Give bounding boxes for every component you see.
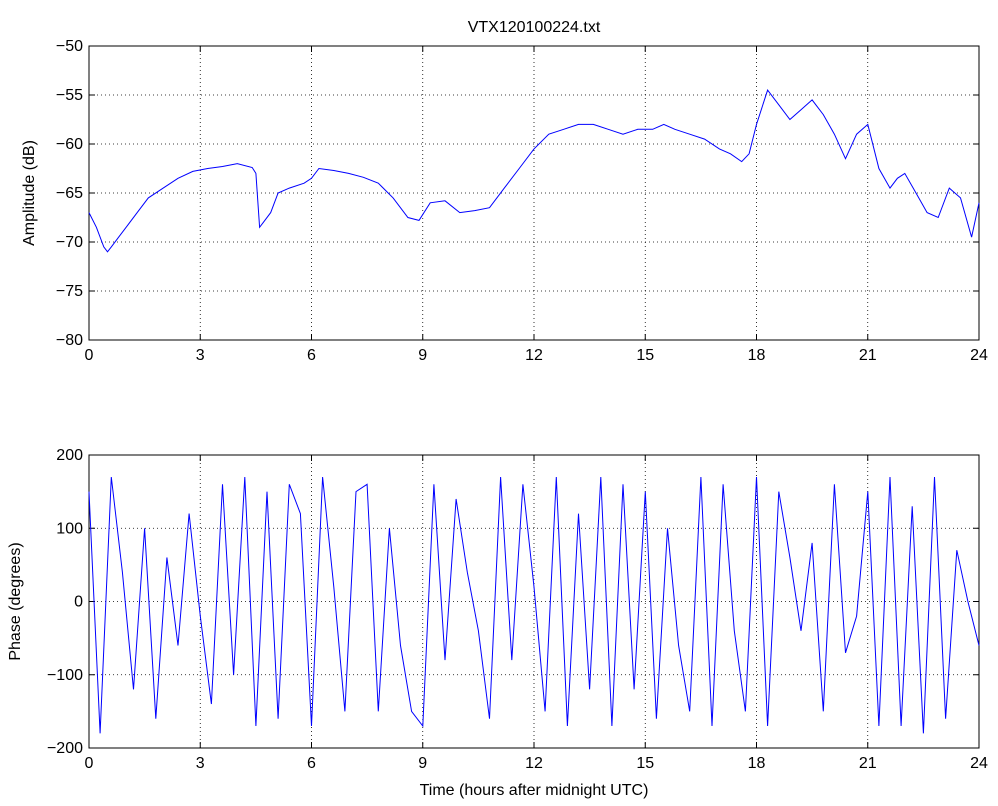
amplitude-title: VTX120100224.txt (468, 19, 601, 36)
amplitude-y-tick-label: −50 (56, 38, 83, 55)
amplitude-y-axis-label: Amplitude (dB) (21, 140, 38, 246)
phase-x-tick-label: 9 (418, 755, 427, 772)
phase-x-tick-label: 12 (525, 755, 543, 772)
amplitude-plot: 0 3 6 9 12 15 18 21 24 −80 −75 −70 −65 −60 −55 −50 VTX12… (21, 19, 988, 364)
amplitude-x-tick-label: 0 (85, 347, 94, 364)
phase-x-tick-label: 3 (196, 755, 205, 772)
phase-x-tick-label: 21 (859, 755, 877, 772)
amplitude-x-tick-label: 6 (307, 347, 316, 364)
amplitude-x-tick-label: 24 (970, 347, 988, 364)
phase-y-axis-label: Phase (degrees) (7, 542, 24, 660)
phase-y-tick-label: 0 (74, 594, 83, 611)
amplitude-x-tick-label: 15 (636, 347, 654, 364)
amplitude-y-tick-label: −75 (56, 283, 83, 300)
phase-plot: 0 3 6 9 12 15 18 21 24 −200 −100 0 100 200 Time (hours… (7, 447, 988, 799)
phase-y-tick-label: 200 (56, 447, 83, 464)
amplitude-y-tick-label: −55 (56, 87, 83, 104)
amplitude-x-tick-label: 12 (525, 347, 543, 364)
phase-x-axis-label: Time (hours after midnight UTC) (420, 782, 649, 799)
amplitude-series-line (88, 89, 980, 253)
phase-series-line (88, 476, 980, 734)
amplitude-x-tick-label: 18 (748, 347, 766, 364)
amplitude-y-tick-label: −80 (56, 332, 83, 349)
phase-x-tick-label: 24 (970, 755, 988, 772)
amplitude-y-tick-label: −65 (56, 185, 83, 202)
amplitude-y-tick-label: −60 (56, 136, 83, 153)
phase-x-tick-label: 18 (748, 755, 766, 772)
phase-x-tick-label: 0 (85, 755, 94, 772)
amplitude-x-tick-label: 3 (196, 347, 205, 364)
phase-y-tick-label: −200 (47, 740, 83, 757)
phase-x-tick-label: 6 (307, 755, 316, 772)
phase-y-tick-label: 100 (56, 520, 83, 537)
phase-x-tick-label: 15 (636, 755, 654, 772)
amplitude-x-tick-label: 9 (418, 347, 427, 364)
phase-y-tick-label: −100 (47, 667, 83, 684)
amplitude-y-tick-label: −70 (56, 234, 83, 251)
amplitude-x-tick-label: 21 (859, 347, 877, 364)
